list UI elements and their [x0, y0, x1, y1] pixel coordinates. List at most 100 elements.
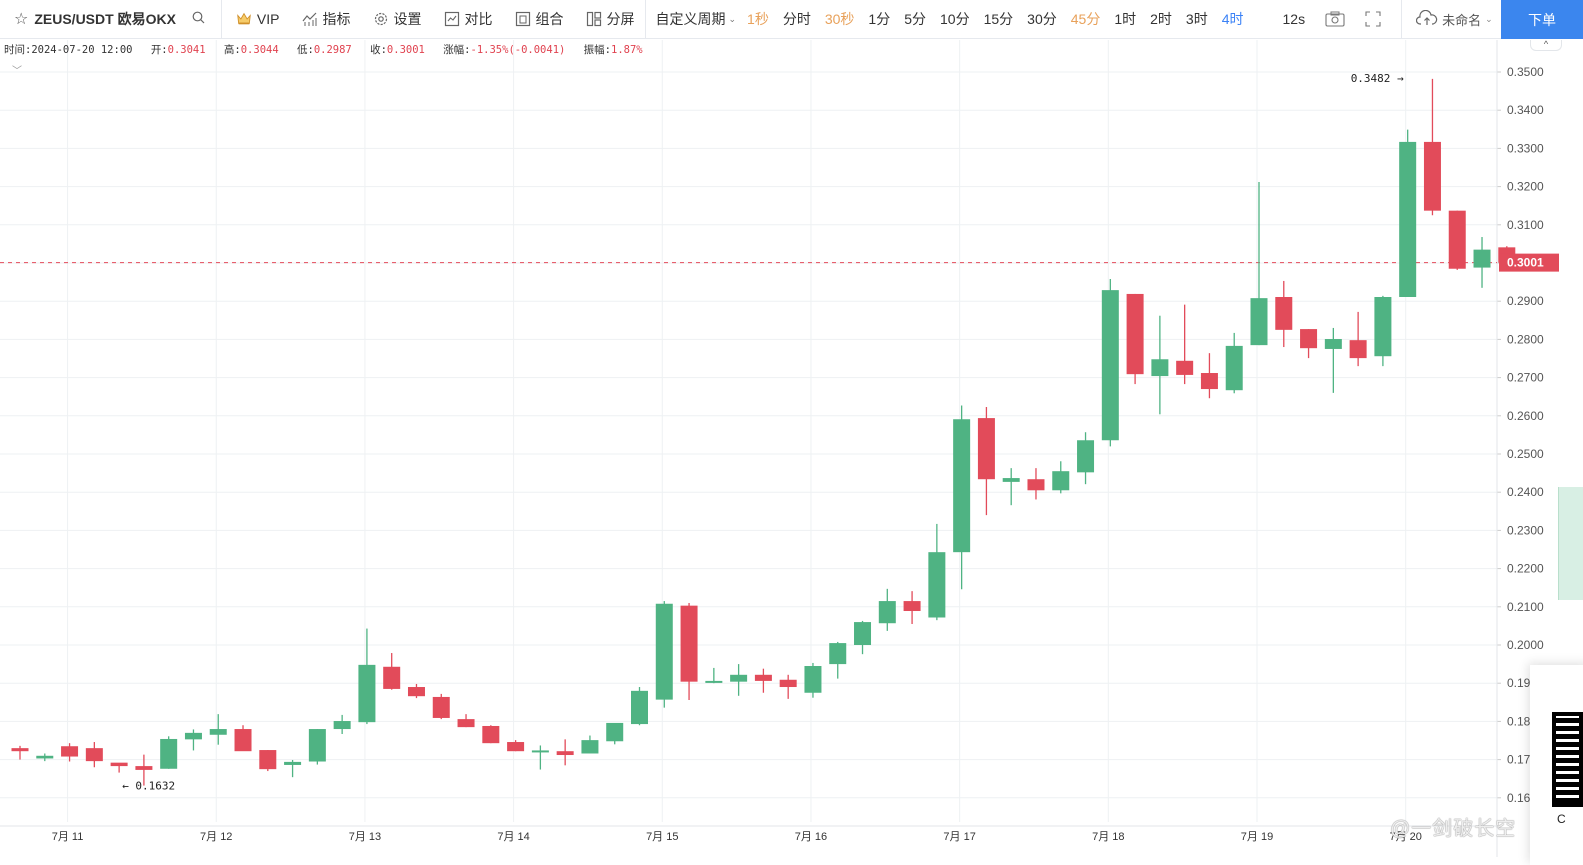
change-value: -1.35%(-0.0041): [470, 44, 566, 56]
candle-down[interactable]: [1027, 479, 1045, 491]
candle-up[interactable]: [953, 419, 971, 553]
place-order-button[interactable]: 下单: [1501, 0, 1583, 39]
y-axis-label: 0.2600: [1507, 409, 1544, 423]
candle-down[interactable]: [135, 766, 153, 770]
candle-down[interactable]: [407, 687, 425, 697]
candle-up[interactable]: [531, 750, 549, 753]
candle-down[interactable]: [482, 725, 500, 744]
candle-down[interactable]: [234, 729, 252, 752]
candle-up[interactable]: [1473, 249, 1491, 268]
candle-down[interactable]: [85, 748, 103, 762]
side-panel-partial[interactable]: [1558, 487, 1583, 600]
candle-down[interactable]: [1200, 373, 1218, 390]
candle-down[interactable]: [61, 746, 79, 757]
candle-down[interactable]: [507, 742, 525, 752]
candle-up[interactable]: [1374, 296, 1392, 357]
x-axis-label: 7月 16: [795, 831, 827, 843]
chevron-down-icon[interactable]: ﹀: [12, 66, 22, 77]
candle-down[interactable]: [1176, 360, 1194, 375]
candle-down[interactable]: [1126, 293, 1144, 375]
period-1h[interactable]: 1时: [1114, 11, 1137, 27]
candle-up[interactable]: [333, 721, 351, 730]
candle-up[interactable]: [928, 552, 946, 618]
candle-down[interactable]: [977, 418, 995, 480]
search-icon[interactable]: [192, 11, 205, 27]
candle-down[interactable]: [779, 679, 797, 688]
candle-up[interactable]: [730, 674, 748, 682]
period-30m[interactable]: 30分: [1027, 11, 1057, 27]
candle-up[interactable]: [878, 601, 896, 624]
period-5m[interactable]: 5分: [904, 11, 927, 27]
compare-button[interactable]: 对比: [444, 9, 493, 29]
candle-up[interactable]: [1399, 141, 1417, 297]
candle-up[interactable]: [358, 664, 376, 723]
candlestick-chart[interactable]: 0.35000.34000.33000.32000.31000.30000.29…: [0, 40, 1583, 857]
candle-up[interactable]: [1052, 471, 1070, 491]
period-4h[interactable]: 4时: [1221, 11, 1244, 27]
symbol-group[interactable]: ☆ ZEUS/USDT 欧易OKX: [0, 0, 221, 38]
candle-down[interactable]: [110, 762, 128, 767]
chevron-up-icon[interactable]: ^: [1530, 40, 1562, 51]
candle-down[interactable]: [1448, 210, 1466, 269]
symbol-name[interactable]: ZEUS/USDT 欧易OKX: [34, 11, 176, 27]
candle-up[interactable]: [581, 740, 599, 754]
y-axis-label: 0.2900: [1507, 294, 1544, 308]
fullscreen-icon[interactable]: [1365, 11, 1381, 27]
candle-up[interactable]: [705, 680, 723, 683]
period-30s[interactable]: 30秒: [824, 11, 855, 27]
candle-up[interactable]: [829, 643, 847, 665]
candle-down[interactable]: [556, 751, 574, 756]
candle-up[interactable]: [1225, 345, 1243, 391]
candle-down[interactable]: [680, 605, 698, 682]
candle-up[interactable]: [184, 732, 202, 740]
candle-down[interactable]: [383, 666, 401, 689]
indicators-button[interactable]: 指标: [302, 9, 351, 29]
candle-down[interactable]: [432, 696, 450, 718]
settings-button[interactable]: 设置: [373, 9, 422, 29]
vip-button[interactable]: VIP: [236, 11, 280, 27]
candle-up[interactable]: [606, 722, 624, 742]
candle-down[interactable]: [1349, 340, 1367, 359]
candle-up[interactable]: [1250, 298, 1268, 346]
candle-up[interactable]: [209, 729, 227, 735]
custom-period-dropdown[interactable]: 自定义周期 ⌄: [656, 9, 737, 29]
period-1m[interactable]: 1分: [868, 11, 891, 27]
candle-down[interactable]: [1423, 141, 1441, 211]
candle-up[interactable]: [1077, 440, 1095, 473]
candle-up[interactable]: [1151, 359, 1169, 377]
star-outline-icon[interactable]: ☆: [14, 11, 29, 28]
period-1s[interactable]: 1秒: [747, 11, 769, 27]
candle-up[interactable]: [655, 603, 673, 700]
period-45m[interactable]: 45分: [1070, 11, 1101, 27]
candle-up[interactable]: [1324, 339, 1342, 349]
candle-up[interactable]: [1101, 290, 1119, 441]
period-15m[interactable]: 15分: [983, 11, 1014, 27]
period-3h[interactable]: 3时: [1185, 11, 1208, 27]
candle-up[interactable]: [631, 690, 648, 725]
top-toolbar: ☆ ZEUS/USDT 欧易OKX VIP 指标 设置: [0, 0, 1583, 39]
candle-up[interactable]: [160, 738, 178, 769]
candle-down[interactable]: [457, 719, 475, 728]
candle-down[interactable]: [1275, 296, 1293, 330]
split-screen-button[interactable]: 分屏: [586, 9, 635, 29]
combine-button[interactable]: 组合: [515, 9, 564, 29]
compare-label: 对比: [464, 11, 493, 27]
candle-down[interactable]: [11, 748, 29, 752]
candle-up[interactable]: [284, 761, 302, 765]
candle-down[interactable]: [903, 601, 921, 612]
x-axis-label: 7月 14: [497, 831, 529, 843]
candle-down[interactable]: [1300, 329, 1318, 349]
candle-up[interactable]: [36, 755, 54, 759]
candle-up[interactable]: [804, 666, 822, 693]
candle-down[interactable]: [754, 674, 772, 681]
refresh-interval[interactable]: 12s: [1282, 11, 1306, 27]
period-timeline[interactable]: 分时: [782, 11, 811, 27]
candle-down[interactable]: [259, 750, 277, 770]
period-10m[interactable]: 10分: [940, 11, 970, 27]
cloud-save-dropdown[interactable]: 未命名 ⌄: [1402, 9, 1507, 29]
candle-up[interactable]: [1002, 478, 1020, 482]
period-2h[interactable]: 2时: [1150, 11, 1172, 27]
candle-up[interactable]: [854, 622, 872, 645]
camera-icon[interactable]: [1325, 11, 1345, 27]
candle-up[interactable]: [308, 729, 326, 762]
